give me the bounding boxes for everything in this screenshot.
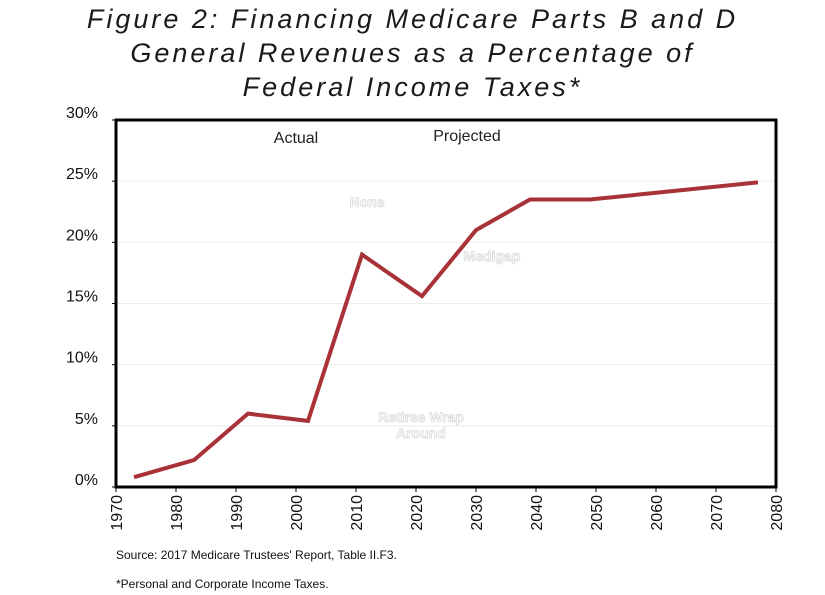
income-tax-footnote: *Personal and Corporate Income Taxes. — [116, 577, 329, 591]
chart-title: Figure 2: Financing Medicare Parts B and… — [0, 2, 825, 104]
chart-annotation: Around — [396, 425, 446, 441]
source-note: Source: 2017 Medicare Trustees' Report, … — [116, 548, 397, 562]
y-tick-label: 30% — [66, 105, 98, 122]
x-tick-label: 2050 — [589, 495, 606, 531]
x-tick-label: 2070 — [709, 495, 726, 531]
y-tick-label: 20% — [66, 227, 98, 244]
x-tick-label: 2080 — [769, 495, 786, 531]
title-line-3: Federal Income Taxes* — [242, 72, 583, 102]
chart-annotation: None — [350, 194, 385, 210]
y-tick-label: 0% — [75, 472, 98, 489]
x-tick-label: 1990 — [229, 495, 246, 531]
x-tick-label: 2030 — [469, 495, 486, 531]
title-line-2: General Revenues as a Percentage of — [130, 38, 695, 68]
chart-annotation: Medigap — [464, 248, 521, 264]
chart-annotation: Retiree Wrap — [378, 409, 464, 425]
x-tick-label: 1980 — [169, 495, 186, 531]
y-tick-label: 25% — [66, 166, 98, 183]
x-tick-label: 1970 — [109, 495, 126, 531]
x-tick-label: 2060 — [649, 495, 666, 531]
x-tick-label: 2020 — [409, 495, 426, 531]
plot-frame — [114, 118, 778, 489]
x-tick-label: 2040 — [529, 495, 546, 531]
title-line-1: Figure 2: Financing Medicare Parts B and… — [86, 4, 739, 34]
chart-annotation: Actual — [274, 130, 318, 147]
x-tick-label: 2000 — [289, 495, 306, 531]
y-tick-label: 5% — [75, 411, 98, 428]
x-tick-label: 2010 — [349, 495, 366, 531]
series-line — [133, 180, 759, 480]
y-tick-label: 10% — [66, 350, 98, 367]
y-tick-label: 15% — [66, 289, 98, 306]
chart-annotation: Projected — [433, 128, 501, 145]
